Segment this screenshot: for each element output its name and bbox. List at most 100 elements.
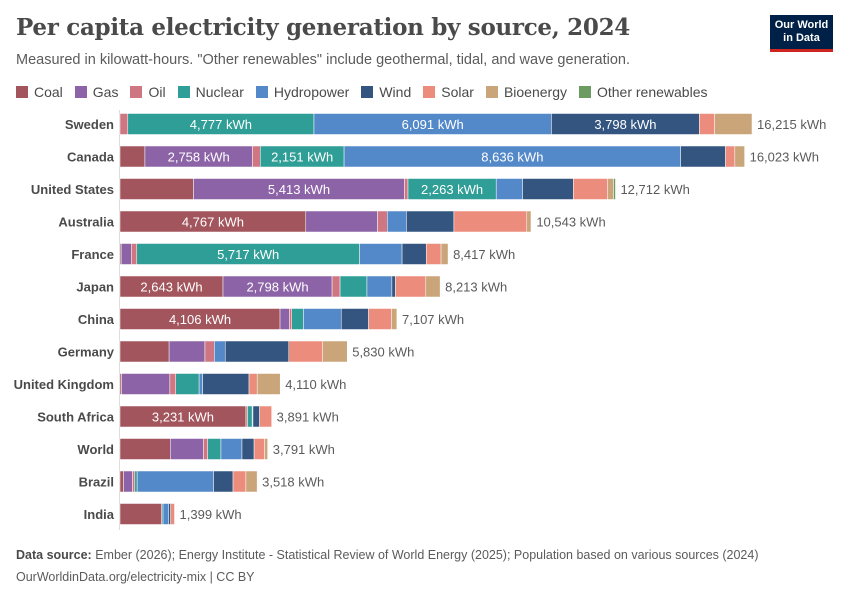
- category-label: India: [84, 507, 115, 522]
- bar-segment-coal: [119, 178, 194, 200]
- bar-segment-wind: [391, 275, 396, 298]
- segment-value-label: 3,231 kWh: [152, 410, 214, 425]
- bar-segment-nuclear: [175, 373, 200, 395]
- legend-label: Wind: [379, 84, 412, 100]
- bar-segment-oil: [132, 470, 136, 493]
- logo-line1: Our World: [774, 19, 829, 31]
- bar-segment-solar: [453, 210, 528, 233]
- bar-segment-coal: [119, 470, 124, 493]
- category-label: United Kingdom: [14, 377, 114, 392]
- segment-value-label: 5,717 kWh: [217, 247, 279, 262]
- total-value-label: 3,518 kWh: [262, 475, 324, 490]
- bar-segment-bioenergy: [264, 438, 268, 460]
- source-label: Data source:: [16, 548, 92, 562]
- bar-segment-nuclear: [207, 438, 222, 460]
- bar-segment-nuclear: [247, 405, 253, 428]
- bar-segment-solar: [573, 178, 608, 200]
- bar-segment-solar: [699, 113, 715, 135]
- legend-item[interactable]: Gas: [74, 84, 119, 100]
- bar-segment-wind: [406, 210, 455, 233]
- category-label: United States: [31, 182, 114, 197]
- legend-item[interactable]: Hydropower: [255, 84, 350, 100]
- bar-segment-coal: [119, 340, 170, 363]
- legend-swatch: [423, 86, 436, 98]
- bar-segment-oil: [203, 438, 208, 460]
- legend-item[interactable]: Nuclear: [177, 84, 244, 100]
- bar-segment-oil: [404, 178, 409, 200]
- legend-label: Gas: [92, 84, 119, 100]
- total-value-label: 5,830 kWh: [352, 345, 414, 360]
- owid-logo[interactable]: Our World in Data: [770, 15, 833, 52]
- bar-segment-wind: [213, 470, 234, 493]
- bar-segment-oil: [377, 210, 388, 233]
- legend-swatch: [16, 86, 28, 98]
- bar-segment-solar: [725, 145, 736, 168]
- bar-segment-oil: [252, 145, 261, 168]
- bar-segment-oil: [119, 113, 129, 135]
- legend-label: Bioenergy: [503, 84, 567, 100]
- total-value-label: 16,215 kWh: [757, 117, 826, 132]
- bar-segment-wind: [202, 373, 250, 395]
- bar-segment-wind: [252, 405, 260, 428]
- chart-subtitle: Measured in kilowatt-hours. "Other renew…: [16, 52, 630, 68]
- chart-title: Per capita electricity generation by sou…: [16, 14, 630, 41]
- source-text: Ember (2026); Energy Institute - Statist…: [91, 548, 759, 562]
- legend-swatch: [177, 86, 190, 98]
- bar-segment-other-renewables: [613, 178, 616, 200]
- legend-item[interactable]: Solar: [423, 84, 474, 100]
- bar-segment-hydropower: [136, 470, 214, 493]
- bar-segment-bioenergy: [391, 308, 398, 330]
- total-value-label: 12,712 kWh: [620, 182, 689, 197]
- legend-label: Hydropower: [273, 84, 350, 100]
- bar-segment-gas: [279, 308, 290, 330]
- legend-label: Nuclear: [195, 84, 244, 100]
- legend-swatch: [361, 86, 374, 98]
- segment-value-label: 4,767 kWh: [182, 215, 244, 230]
- bar-segment-hydropower: [220, 438, 243, 460]
- bar-segment-solar: [259, 405, 272, 428]
- category-label: Australia: [58, 215, 114, 230]
- segment-value-label: 6,091 kWh: [402, 117, 464, 132]
- bar-segment-bioenergy: [256, 373, 281, 395]
- legend-swatch: [130, 86, 143, 98]
- category-label: Brazil: [79, 475, 114, 490]
- bar-segment-bioenergy: [440, 243, 449, 265]
- bar-segment-oil: [289, 308, 292, 330]
- bar-segment-bioenergy: [714, 113, 753, 135]
- bar-segment-oil: [169, 373, 176, 395]
- legend-item[interactable]: Coal: [16, 84, 63, 100]
- segment-value-label: 2,263 kWh: [421, 182, 483, 197]
- data-source: Data source: Ember (2026); Energy Instit…: [16, 548, 759, 562]
- credit-link[interactable]: OurWorldinData.org/electricity-mix | CC …: [16, 570, 255, 584]
- legend-item[interactable]: Other renewables: [578, 84, 708, 100]
- bar-segment-hydropower: [387, 210, 407, 233]
- bar-segment-bioenergy: [734, 145, 745, 168]
- legend-item[interactable]: Bioenergy: [485, 84, 567, 100]
- bar-segment-hydropower: [495, 178, 523, 200]
- segment-value-label: 2,151 kWh: [271, 150, 333, 165]
- category-label: World: [77, 442, 114, 457]
- legend-swatch: [255, 86, 268, 98]
- legend: Coal Gas Oil Nuclear Hydropower Wind Solar Bioe…: [16, 84, 720, 100]
- bar-segment-gas: [170, 438, 204, 460]
- total-value-label: 3,791 kWh: [273, 442, 335, 457]
- bar-segment-wind: [340, 308, 369, 330]
- bar-segment-bioenergy: [425, 275, 441, 298]
- bar-segment-bioenergy: [526, 210, 532, 233]
- bar-segment-gas: [305, 210, 378, 233]
- total-value-label: 4,110 kWh: [285, 377, 346, 392]
- legend-swatch: [74, 86, 87, 98]
- bar-segment-wind: [168, 503, 171, 525]
- legend-label: Coal: [34, 84, 63, 100]
- segment-value-label: 2,798 kWh: [246, 280, 308, 295]
- total-value-label: 10,543 kWh: [536, 215, 605, 230]
- category-label: South Africa: [37, 410, 115, 425]
- bar-segment-oil: [131, 243, 138, 265]
- legend-item[interactable]: Wind: [361, 84, 411, 100]
- bar-segment-bioenergy: [322, 340, 348, 363]
- bar-segment-coal: [119, 503, 162, 525]
- segment-value-label: 4,106 kWh: [169, 312, 231, 327]
- legend-item[interactable]: Oil: [130, 84, 166, 100]
- bar-segment-solar: [425, 243, 442, 265]
